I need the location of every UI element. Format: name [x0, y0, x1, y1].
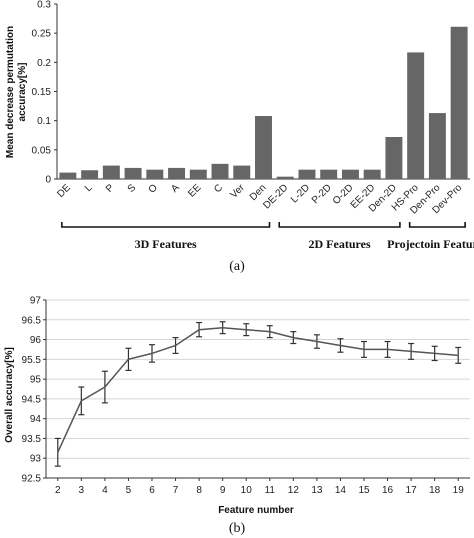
chart-a-y-tick-label: 0.1 [37, 116, 51, 127]
chart-b-x-tick-label: 8 [196, 485, 202, 496]
chart-b-x-tick-label: 6 [149, 485, 155, 496]
chart-b-x-ticks: 2 3 4 5 6 7 8 9 10 11 12 13 14 15 16 17 18 19 [55, 478, 464, 496]
chart-a-y-ticks: 0 0.05 0.1 0.15 0.2 0.25 0.3 [32, 0, 57, 186]
chart-a: 00.050.10.150.20.250.3 DE L P S O A EE C Ver DenD… [5, 0, 474, 274]
chart-a-y-tick-label: 0.2 [37, 58, 51, 69]
chart-b-x-tick-label: 9 [220, 485, 226, 496]
chart-a-bar [341, 169, 359, 179]
chart-a-group-bracket [61, 222, 271, 228]
chart-b-x-tick-label: 16 [382, 485, 394, 496]
chart-b-y-axis-label: Overall accuracy[%] [4, 347, 15, 443]
chart-a-x-tick-label: L-2D [289, 182, 312, 205]
chart-a-bar [189, 169, 207, 179]
chart-a-bar [298, 169, 316, 179]
chart-b-x-axis-label: Feature number [218, 505, 294, 516]
chart-b-x-tick-label: 12 [288, 485, 300, 496]
chart-b-x-tick-label: 19 [453, 485, 465, 496]
chart-b-series-line [57, 326, 459, 453]
chart-b-x-tick-label: 10 [241, 485, 253, 496]
chart-b-y-tick-label: 96.5 [22, 315, 42, 326]
chart-b-y-tick-label: 97 [30, 296, 42, 307]
chart-b-y-tick-label: 95.5 [22, 355, 42, 366]
chart-b-x-tick-label: 3 [79, 485, 85, 496]
chart-a-bar [81, 170, 99, 179]
chart-b-y-tick-label: 95 [30, 375, 42, 386]
chart-b: 92.5 93 93.5 94 94.5 95 95.5 96 96.5 97 2 3 4 5 6 7 8 9 1… [4, 296, 470, 536]
chart-b-y-tick-label: 93 [30, 454, 42, 465]
chart-a-bar [168, 167, 186, 179]
chart-b-x-tick-label: 4 [102, 485, 108, 496]
chart-a-group-label: 2D Features [309, 237, 371, 251]
chart-a-group-label: Projectoin Features [387, 237, 474, 251]
chart-a-y-tick-label: 0.15 [32, 87, 52, 98]
chart-b-x-tick-label: 15 [358, 485, 370, 496]
chart-b-caption: (b) [229, 521, 246, 536]
chart-b-x-tick-label: 7 [173, 485, 179, 496]
chart-a-x-tick-label: P-2D [310, 182, 334, 206]
chart-b-y-tick-label: 92.5 [22, 474, 42, 485]
chart-a-bar [233, 165, 251, 179]
chart-a-x-tick-label: DE-2D [261, 182, 290, 211]
chart-b-axes [45, 300, 470, 479]
chart-b-x-tick-label: 2 [55, 485, 61, 496]
chart-b-y-tick-label: 93.5 [22, 434, 42, 445]
chart-a-bar [385, 137, 403, 179]
chart-a-x-tick-label: P [104, 182, 117, 195]
chart-b-y-tick-label: 94 [30, 414, 42, 425]
chart-a-bar [146, 169, 164, 179]
chart-b-x-tick-label: 17 [406, 485, 418, 496]
chart-a-y-tick-label: 0.25 [32, 29, 52, 40]
chart-b-y-ticks: 92.5 93 93.5 94 94.5 95 95.5 96 96.5 97 [22, 296, 46, 485]
chart-a-bar [211, 163, 229, 179]
chart-a-y-tick-label: 0 [45, 175, 51, 186]
chart-b-x-tick-label: 18 [429, 485, 441, 496]
chart-a-group-label: 3D Features [135, 237, 197, 251]
chart-a-bar [428, 113, 446, 179]
chart-a-bar [59, 172, 77, 179]
chart-a-y-tick-label: 0.05 [32, 145, 52, 156]
chart-a-bar [320, 169, 338, 179]
chart-b-x-tick-label: 11 [265, 485, 276, 496]
chart-a-caption: (a) [229, 259, 245, 274]
chart-a-bar [363, 169, 381, 179]
chart-b-x-tick-label: 5 [126, 485, 132, 496]
chart-a-x-tick-label: C [212, 182, 225, 195]
chart-a-y-axis-label-line-2: accuracy[%] [17, 63, 28, 122]
chart-b-y-tick-label: 94.5 [22, 394, 42, 405]
chart-a-bar [407, 52, 425, 179]
chart-a-x-tick-label: A [169, 182, 182, 195]
chart-a-x-tick-labels: DE L P S O A EE C Ver DenDE-2DL-2DP-2DO-2DEE-2DDe… [55, 182, 464, 217]
chart-a-bars [59, 26, 468, 179]
chart-a-group-bracket [408, 222, 466, 228]
chart-a-x-tick-label: O [147, 182, 160, 195]
chart-a-x-tick-label: S [126, 182, 139, 195]
chart-b-y-tick-label: 96 [30, 335, 42, 346]
chart-a-x-tick-label: DE [55, 182, 73, 200]
chart-a-bar [102, 165, 120, 179]
chart-a-group-brackets: 3D Features 2D Features Projectoin Feature… [61, 222, 474, 251]
chart-a-y-axis-label-line-1: Mean decrease permutation [5, 26, 16, 158]
chart-b-x-tick-label: 14 [335, 485, 347, 496]
chart-a-bar [450, 26, 468, 179]
chart-a-bar [276, 176, 294, 179]
chart-a-x-tick-label: EE [186, 182, 203, 199]
chart-a-bar [124, 167, 142, 179]
chart-a-group-bracket [278, 222, 401, 228]
chart-a-x-tick-label: L [83, 182, 95, 194]
chart-a-bar [255, 116, 272, 179]
chart-a-y-tick-label: 0.3 [37, 0, 51, 11]
chart-a-x-tick-label: Ver [228, 182, 247, 201]
chart-b-error-bar [455, 346, 462, 364]
chart-b-error-bars [54, 321, 462, 467]
chart-b-x-tick-label: 13 [311, 485, 323, 496]
chart-b-gridlines [46, 299, 470, 459]
